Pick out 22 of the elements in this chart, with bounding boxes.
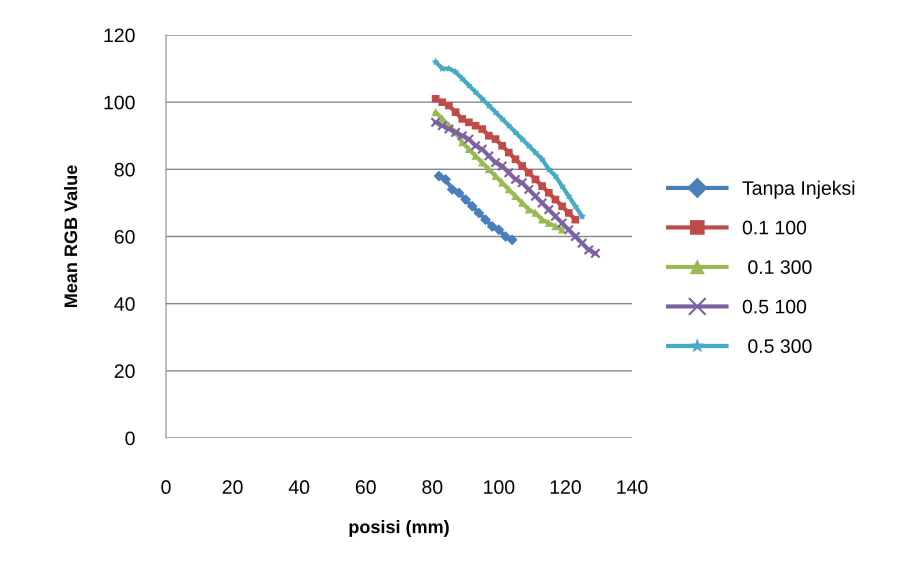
y-axis-title: Mean RGB Value — [64, 165, 78, 308]
y-tick-label: 60 — [114, 230, 135, 244]
x-tick-label: 140 — [617, 480, 648, 494]
x-axis-title: posisi (mm) — [350, 520, 449, 537]
x-tick-label: 100 — [484, 480, 514, 494]
y-tick-label: 20 — [114, 364, 135, 378]
y-tick-label: 40 — [114, 297, 135, 311]
x-tick-label: 120 — [550, 480, 581, 494]
x-tick-label: 40 — [288, 480, 310, 494]
legend-label: 0.1 100 — [742, 220, 806, 234]
legend-label: 0.5 300 — [748, 339, 812, 353]
y-tick-label: 120 — [104, 28, 135, 42]
x-tick-label: 60 — [356, 480, 376, 494]
x-tick-label: 80 — [422, 480, 442, 494]
legend-label: 0.5 100 — [742, 300, 806, 314]
legend-label: 0.1 300 — [748, 260, 812, 274]
x-tick-label: 20 — [222, 480, 243, 494]
x-tick-label: 0 — [161, 480, 171, 494]
legend-label: Tanpa Injeksi — [742, 180, 854, 199]
y-tick-label: 0 — [125, 431, 135, 446]
y-tick-label: 100 — [104, 96, 135, 110]
y-tick-label: 80 — [114, 162, 135, 177]
